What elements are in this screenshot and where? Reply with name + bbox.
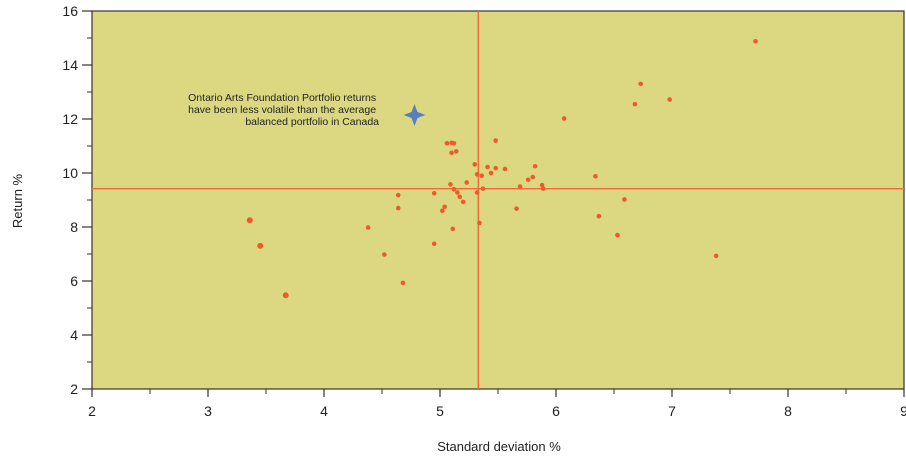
data-point xyxy=(480,186,486,191)
data-point xyxy=(493,165,498,171)
data-point xyxy=(753,38,758,44)
data-point xyxy=(530,174,536,180)
y-tick-label: 14 xyxy=(62,57,78,73)
data-point xyxy=(638,81,643,87)
data-point xyxy=(517,184,523,189)
y-tick-label: 12 xyxy=(62,111,78,127)
annotation-line-3: balanced portfolio in Canada xyxy=(245,116,379,128)
data-point xyxy=(539,182,545,188)
y-tick-label: 2 xyxy=(70,381,78,397)
y-tick-label: 4 xyxy=(70,327,78,343)
y-tick-label: 8 xyxy=(70,219,78,235)
data-point xyxy=(449,150,454,156)
data-point xyxy=(257,242,264,249)
data-point xyxy=(502,166,508,172)
data-point xyxy=(453,149,459,154)
x-tick-label: 9 xyxy=(900,403,906,419)
data-points xyxy=(246,38,758,299)
data-point xyxy=(382,252,387,257)
data-point xyxy=(455,190,460,195)
x-axis-label: Standard deviation % xyxy=(437,439,561,454)
data-point xyxy=(532,163,538,169)
data-point xyxy=(457,194,463,200)
data-point xyxy=(444,141,450,146)
data-point xyxy=(472,162,478,167)
y-tick-label: 6 xyxy=(70,273,78,289)
data-point xyxy=(479,173,485,178)
data-point xyxy=(561,116,567,121)
data-point xyxy=(615,232,620,238)
data-point xyxy=(474,172,480,177)
data-point xyxy=(451,186,457,192)
data-point xyxy=(713,253,719,259)
data-point xyxy=(395,205,401,211)
data-point xyxy=(400,280,406,286)
x-axis: 2 3 4 5 6 7 8 9 xyxy=(88,389,906,419)
x-tick-label: 8 xyxy=(784,403,792,419)
data-point xyxy=(282,292,289,299)
data-point xyxy=(450,226,456,232)
data-point xyxy=(395,192,401,198)
data-point xyxy=(431,190,437,196)
data-point xyxy=(596,213,602,219)
x-tick-label: 7 xyxy=(668,403,676,419)
y-tick-label: 10 xyxy=(62,165,78,181)
y-tick-label: 16 xyxy=(62,3,78,19)
data-point xyxy=(442,204,447,210)
data-point xyxy=(485,164,490,170)
data-point xyxy=(451,141,457,146)
annotation-line-2: have been less volatile than the average xyxy=(188,104,376,116)
data-point xyxy=(667,97,672,102)
x-tick-label: 3 xyxy=(204,403,212,419)
data-point xyxy=(431,241,437,247)
data-point xyxy=(632,101,638,107)
data-point xyxy=(365,225,371,230)
x-tick-label: 5 xyxy=(436,403,444,419)
data-point xyxy=(464,180,469,185)
annotation-line-1: Ontario Arts Foundation Portfolio return… xyxy=(188,92,376,104)
data-point xyxy=(514,206,519,211)
data-point xyxy=(477,220,482,226)
data-point xyxy=(448,182,453,187)
x-tick-label: 2 xyxy=(88,403,96,419)
data-point xyxy=(622,197,627,202)
data-point xyxy=(540,186,546,191)
annotation: Ontario Arts Foundation Portfolio return… xyxy=(188,92,379,128)
x-tick-label: 6 xyxy=(552,403,560,419)
data-point xyxy=(474,190,480,195)
data-point xyxy=(246,217,253,224)
data-point xyxy=(460,199,466,205)
highlight-star-icon xyxy=(403,103,426,126)
plot-area xyxy=(91,10,905,390)
y-axis: 2 4 6 8 10 12 14 16 xyxy=(62,3,92,397)
data-point xyxy=(488,170,494,176)
data-point xyxy=(493,138,498,143)
x-tick-label: 4 xyxy=(320,403,328,419)
data-point xyxy=(593,173,598,179)
data-point xyxy=(525,177,531,183)
data-point xyxy=(440,208,445,214)
y-axis-label: Return % xyxy=(10,173,25,228)
